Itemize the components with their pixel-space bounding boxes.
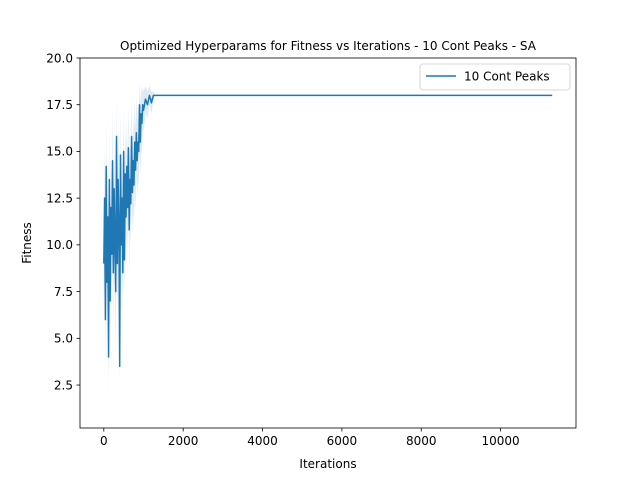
confidence-band [103,80,553,395]
y-tick-label: 12.5 [46,191,73,205]
x-axis-ticks: 0 2000 4000 6000 8000 10000 [100,428,520,448]
x-tick-label: 6000 [327,434,358,448]
x-tick-label: 4000 [247,434,278,448]
y-tick-label: 10.0 [46,238,73,252]
legend-label: 10 Cont Peaks [464,70,550,84]
x-tick-label: 10000 [482,434,520,448]
series-line-layer [103,94,553,368]
y-tick-label: 17.5 [46,98,73,112]
plot-frame [79,57,577,429]
y-axis-label: Fitness [20,222,34,264]
y-tick-label: 15.0 [46,145,73,159]
x-axis-label: Iterations [299,457,356,471]
y-axis-ticks: 2.5 5.0 7.5 10.0 12.5 15.0 17.5 20.0 [46,51,80,392]
x-tick-label: 8000 [406,434,437,448]
legend: 10 Cont Peaks [419,63,571,91]
y-tick-label: 2.5 [54,378,73,392]
legend-box [419,63,571,91]
chart-title: Optimized Hyperparams for Fitness vs Ite… [120,39,537,53]
x-tick-label: 2000 [168,434,199,448]
x-tick-label: 0 [100,434,108,448]
y-tick-label: 7.5 [54,285,73,299]
confidence-band-layer [103,80,553,395]
y-tick-label: 20.0 [46,51,73,65]
series-line-10-cont-peaks [103,94,553,368]
y-tick-label: 5.0 [54,332,73,346]
